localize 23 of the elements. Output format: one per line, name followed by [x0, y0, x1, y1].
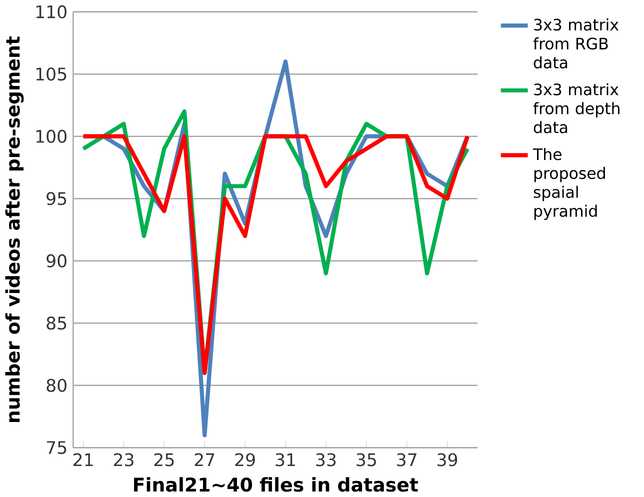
x-tick-label: 39 [438, 453, 458, 466]
y-tick-label: 90 [46, 254, 66, 268]
x-tick-label: 25 [154, 453, 174, 466]
x-tick-label: 21 [74, 453, 93, 466]
x-tick-label: 27 [194, 453, 214, 466]
legend-label: The proposed spaial pyramid [532, 148, 605, 220]
x-tick-label: 33 [316, 453, 336, 466]
y-tick-label: 110 [36, 5, 66, 18]
y-tick-label: 105 [36, 68, 66, 81]
y-tick-label: 95 [46, 192, 66, 206]
legend-label: 3x3 matrix from RGB data [533, 18, 618, 68]
y-tick-label: 80 [46, 378, 66, 392]
x-tick-label: 23 [114, 453, 134, 466]
x-tick-label: 29 [235, 453, 255, 466]
x-axis-title: Final21~40 files in dataset [134, 477, 418, 492]
x-tick-label: 35 [356, 453, 376, 466]
x-tick-label: 31 [276, 453, 295, 466]
y-tick-label: 85 [46, 316, 66, 330]
x-tick-label: 37 [397, 453, 416, 466]
legend-label: 3x3 matrix from depth data [533, 83, 620, 134]
y-tick-label: 100 [36, 130, 66, 143]
y-tick-label: 75 [46, 441, 66, 454]
y-axis-title: number of videos after pre-segment [5, 36, 24, 422]
